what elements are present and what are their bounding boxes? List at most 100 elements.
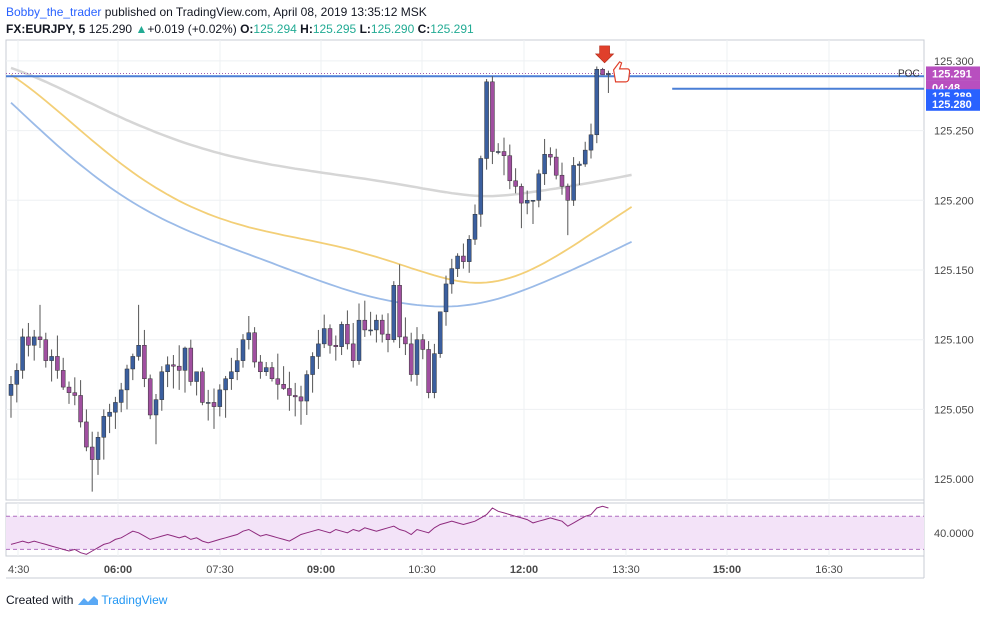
candle-body [194, 371, 199, 382]
candle-body [478, 158, 484, 215]
candle-body [130, 356, 136, 370]
sma-yellow-line [10, 74, 633, 284]
rsi-tick-label: 40.0000 [934, 528, 974, 540]
candle-body [275, 378, 281, 385]
candle-body [594, 69, 600, 136]
candle-body [229, 371, 234, 379]
candle-body [107, 411, 112, 417]
candle-body [374, 319, 379, 331]
candle-body [84, 421, 89, 448]
high-label: H: [300, 22, 313, 36]
rsi-line [10, 505, 609, 555]
candle-body [362, 319, 368, 331]
candle-body [153, 399, 159, 416]
candle-body [281, 384, 286, 389]
candle-body [263, 367, 269, 373]
candle-body [316, 343, 321, 357]
time-tick-label: 06:00 [104, 564, 132, 576]
candle-body [43, 339, 49, 361]
candle-body [582, 149, 588, 165]
candle-body [60, 370, 66, 388]
candle-body [31, 336, 37, 346]
candle-body [37, 336, 43, 340]
candle-body [397, 285, 402, 338]
change-value: +0.019 (+0.02%) [147, 22, 237, 36]
open-label: O: [240, 22, 254, 36]
candle-body [55, 356, 60, 371]
sma-gray-line [10, 66, 632, 198]
candle-body [269, 367, 275, 379]
candle-body [345, 324, 350, 345]
candle-body [327, 328, 333, 346]
candle-body [298, 396, 304, 402]
candle-body [455, 255, 460, 269]
candle-body [519, 186, 524, 204]
candle-body [101, 416, 107, 438]
price-tick-label: 125.100 [934, 335, 974, 347]
low-value: 125.290 [370, 22, 415, 36]
candle-body [14, 370, 20, 385]
candle-body [530, 200, 536, 202]
candle-body [513, 180, 518, 187]
rsi-band [6, 516, 924, 550]
candle-body [78, 395, 83, 423]
candle-body [443, 283, 449, 313]
candle-body [223, 378, 228, 391]
close-value: 125.291 [430, 22, 474, 36]
low-label: L: [359, 22, 371, 36]
candle-body [466, 239, 472, 262]
candle-body [200, 371, 205, 403]
time-tick-label: 15:00 [713, 564, 741, 576]
tradingview-link[interactable]: TradingView [101, 593, 168, 607]
candle-body [548, 154, 553, 158]
candle-body [379, 319, 385, 335]
down-arrow-icon [594, 45, 615, 64]
author-link[interactable]: Bobby_the_trader [6, 5, 102, 19]
candle-body [89, 446, 95, 460]
candle-body [310, 356, 315, 375]
candle-body [287, 388, 292, 396]
published-text: published on TradingView.com, April 08, … [104, 5, 427, 19]
price-tick-label: 125.200 [934, 195, 974, 207]
candle-body [159, 371, 165, 400]
candle-body [8, 384, 14, 396]
price-tick-label: 125.300 [934, 56, 974, 68]
open-value: 125.294 [253, 22, 297, 36]
chart-header: Bobby_the_trader published on TradingVie… [6, 4, 906, 38]
candle-body [391, 285, 397, 340]
high-value: 125.295 [312, 22, 357, 36]
time-tick-label: 13:30 [612, 564, 640, 576]
last-price: 125.290 [88, 22, 133, 36]
candle-body [66, 386, 72, 393]
publish-line: Bobby_the_trader published on TradingVie… [6, 4, 906, 21]
candle-body [356, 319, 362, 361]
candle-body [571, 165, 576, 201]
candle-body [258, 361, 263, 373]
candle-body [72, 392, 78, 396]
candle-body [333, 345, 339, 347]
candle-body [142, 345, 147, 379]
candle-body [26, 336, 31, 346]
candle-body [49, 356, 54, 361]
candle-body [501, 151, 507, 156]
price-tag-value: 125.280 [932, 99, 972, 111]
candle-body [437, 311, 443, 354]
candle-body [304, 374, 310, 402]
candle-body [565, 186, 571, 201]
candle-body [188, 347, 194, 382]
candle-body [165, 364, 170, 373]
candle-body [171, 364, 176, 367]
close-label: C: [417, 22, 431, 36]
candle-body [176, 365, 182, 371]
candle-body [507, 155, 513, 182]
candle-body [252, 332, 257, 363]
candle-body [339, 324, 344, 347]
pointing-hand-icon [612, 61, 631, 83]
candle-body [536, 173, 542, 201]
candle-body [211, 402, 217, 407]
candle-body [118, 389, 124, 403]
time-tick-label: 07:30 [206, 564, 234, 576]
symbol-label[interactable]: FX:EURJPY, 5 [6, 22, 86, 36]
candle-body [426, 349, 431, 393]
